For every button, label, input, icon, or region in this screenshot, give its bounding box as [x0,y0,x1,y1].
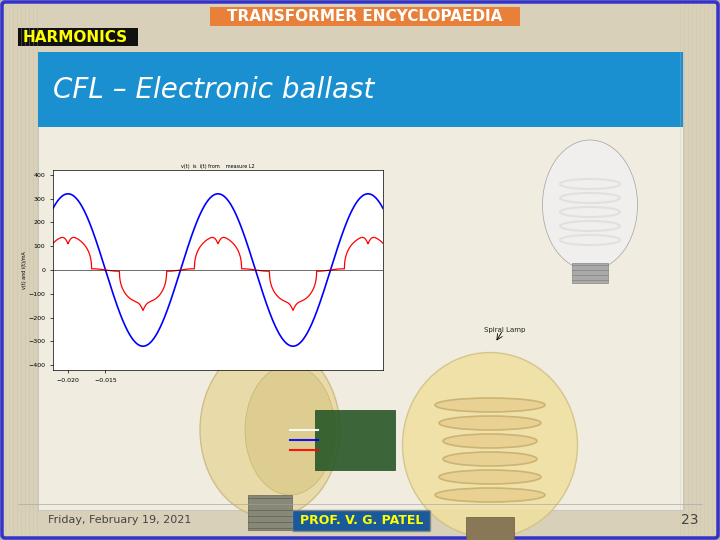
Ellipse shape [402,353,577,537]
Ellipse shape [439,470,541,484]
Ellipse shape [443,452,537,466]
Text: Friday, February 19, 2021: Friday, February 19, 2021 [48,515,192,525]
Text: Screwbase and
Housing: Screwbase and Housing [129,345,181,358]
Text: TRANSFORMER ENCYCLOPAEDIA: TRANSFORMER ENCYCLOPAEDIA [228,9,503,24]
Bar [572,263,608,283]
Ellipse shape [439,416,541,430]
Ellipse shape [443,434,537,448]
Bar [18,28,138,46]
Ellipse shape [200,342,340,517]
Ellipse shape [435,398,545,412]
FancyBboxPatch shape [292,510,431,531]
Bar [38,52,683,127]
Title: v(t)  is  i(t) from    measure L2: v(t) is i(t) from measure L2 [181,164,255,169]
Ellipse shape [245,365,335,495]
Y-axis label: v(t) and i(t)/mA: v(t) and i(t)/mA [22,251,27,289]
Text: HARMONICS: HARMONICS [23,30,128,44]
Ellipse shape [542,140,637,270]
Text: 23: 23 [680,513,698,527]
Ellipse shape [435,488,545,502]
Bar [38,52,683,510]
Bar [466,517,514,540]
Text: PROF. V. G. PATEL: PROF. V. G. PATEL [300,515,423,528]
Text: CFL – Electronic ballast: CFL – Electronic ballast [53,76,374,104]
Bar [315,410,395,470]
Bar [248,495,292,530]
Text: Spiral Lamp: Spiral Lamp [485,327,526,333]
Text: Electronic Ballast: Electronic Ballast [265,352,325,358]
Bar [210,7,520,26]
